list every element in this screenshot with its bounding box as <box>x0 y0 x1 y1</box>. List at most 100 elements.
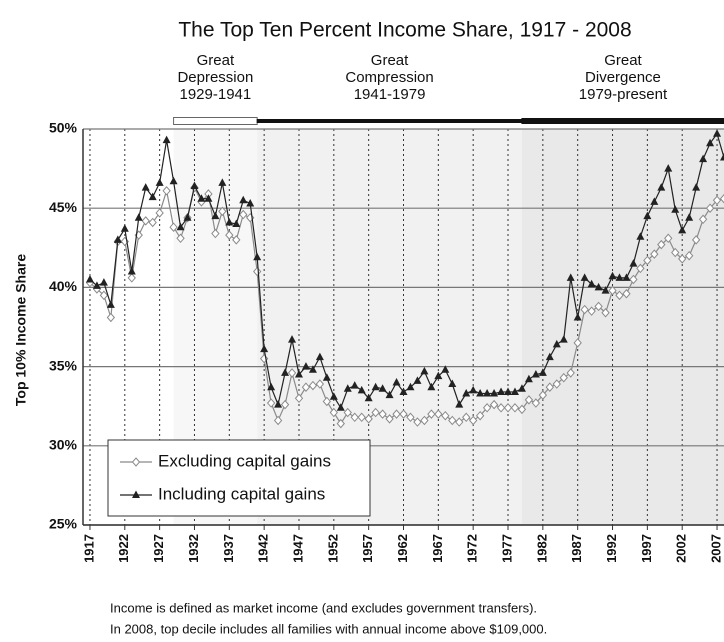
period-label: 1979-present <box>579 86 668 103</box>
legend-label: Including capital gains <box>158 484 325 503</box>
legend-label: Excluding capital gains <box>158 451 331 470</box>
point <box>469 415 478 426</box>
period-bar <box>256 119 523 123</box>
point <box>671 205 680 213</box>
footnote: In 2008, top decile includes all familie… <box>110 621 547 636</box>
x-tick-label: 1962 <box>395 534 410 563</box>
point <box>406 382 415 391</box>
point <box>434 409 443 419</box>
point <box>211 228 220 239</box>
point <box>420 415 429 426</box>
point <box>636 263 645 274</box>
point <box>517 384 526 392</box>
point <box>343 384 352 392</box>
point <box>371 382 380 391</box>
point <box>183 213 192 221</box>
point <box>99 290 109 301</box>
point <box>552 379 561 389</box>
point <box>225 230 234 240</box>
point <box>462 412 471 423</box>
x-tick-label: 1927 <box>151 534 166 563</box>
point <box>176 233 185 244</box>
x-tick-label: 1972 <box>465 534 480 563</box>
point <box>148 217 157 228</box>
period-label: Depression <box>177 69 253 86</box>
point <box>698 214 708 225</box>
point <box>545 352 554 361</box>
point <box>490 389 499 397</box>
point <box>308 365 317 373</box>
point <box>608 285 617 296</box>
point <box>657 239 666 250</box>
point <box>427 382 436 391</box>
point <box>587 279 596 288</box>
y-tick-label: 40% <box>49 278 78 294</box>
x-tick-label: 2007 <box>708 534 723 563</box>
x-tick-label: 2002 <box>674 534 689 563</box>
point <box>274 400 283 408</box>
point <box>85 274 94 283</box>
point <box>427 409 436 419</box>
point <box>531 370 540 378</box>
y-tick-label: 35% <box>49 357 78 373</box>
point <box>273 415 283 426</box>
point <box>650 197 659 205</box>
point <box>322 396 332 407</box>
point <box>517 404 527 415</box>
point <box>685 213 694 221</box>
point <box>629 259 638 267</box>
point <box>190 181 199 190</box>
point <box>559 372 568 383</box>
point <box>475 410 485 421</box>
point <box>420 366 429 375</box>
point <box>336 403 345 411</box>
point <box>441 365 450 373</box>
point <box>141 183 150 191</box>
point <box>239 209 248 220</box>
period-label: 1929-1941 <box>180 86 252 103</box>
point <box>253 252 262 261</box>
point <box>134 213 143 221</box>
point <box>643 211 652 220</box>
point <box>378 384 387 392</box>
legend-box <box>107 439 371 517</box>
point <box>315 379 325 389</box>
point <box>301 362 310 370</box>
x-tick-label: 1937 <box>221 534 236 563</box>
legend-marker <box>131 457 141 467</box>
point <box>580 304 589 315</box>
point <box>169 176 178 185</box>
point <box>615 273 624 281</box>
point <box>120 224 129 232</box>
point <box>141 216 150 226</box>
point <box>448 415 457 426</box>
point <box>176 222 185 231</box>
point <box>127 273 136 283</box>
period-shade <box>521 129 724 525</box>
point <box>155 208 164 218</box>
point <box>566 368 575 378</box>
point <box>329 392 338 400</box>
x-tick-label: 1957 <box>360 534 375 563</box>
point <box>720 153 724 161</box>
point <box>162 186 171 196</box>
point <box>712 195 722 206</box>
point <box>211 211 220 220</box>
point <box>392 409 401 419</box>
point <box>399 387 408 395</box>
x-tick-label: 1992 <box>604 534 619 563</box>
point <box>350 412 359 423</box>
point <box>643 255 652 266</box>
point <box>127 267 136 275</box>
period-label: Compression <box>345 69 433 86</box>
point <box>218 178 227 186</box>
point <box>684 250 694 261</box>
point <box>524 374 533 383</box>
point <box>510 403 520 413</box>
point <box>406 412 415 423</box>
point <box>580 273 589 281</box>
point <box>601 307 610 318</box>
point <box>678 225 687 234</box>
period-bar <box>173 117 258 125</box>
